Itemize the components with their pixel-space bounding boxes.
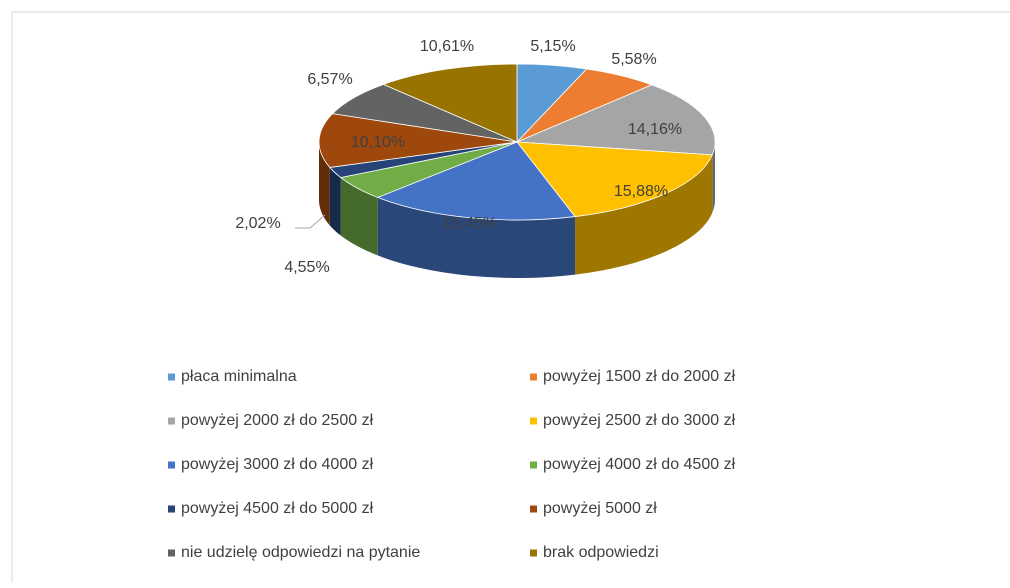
data-label: 14,16%	[628, 121, 682, 138]
data-label: 10,10%	[351, 134, 405, 151]
pie-side	[712, 142, 715, 213]
legend-label: brak odpowiedzi	[543, 544, 659, 561]
legend-label: powyżej 5000 zł	[543, 500, 657, 517]
chart-frame	[11, 11, 1010, 588]
pie-slice	[382, 63, 518, 143]
data-label: 15,88%	[614, 183, 668, 200]
legend-swatch	[530, 373, 537, 381]
pie-side	[319, 142, 330, 226]
legend-swatch	[168, 461, 175, 469]
legend-swatch	[530, 417, 537, 425]
legend-swatch	[168, 373, 175, 381]
data-label: 6,57%	[307, 71, 352, 88]
data-label: 10,61%	[420, 38, 474, 55]
legend-label: powyżej 4000 zł do 4500 zł	[543, 456, 736, 473]
legend-label: nie udzielę odpowiedzi na pytanie	[181, 544, 420, 561]
legend-label: powyżej 2500 zł do 3000 zł	[543, 412, 736, 429]
pie-slice	[318, 113, 518, 168]
pie-slice	[516, 84, 716, 156]
pie-side	[377, 197, 576, 279]
pie-slice	[376, 141, 576, 221]
legend-swatch	[168, 417, 175, 425]
legend-label: płaca minimalna	[181, 368, 297, 385]
pie-side	[575, 154, 713, 275]
legend-swatch	[168, 549, 175, 557]
legend-label: powyżej 2000 zł do 2500 zł	[181, 412, 374, 429]
legend-label: powyżej 1500 zł do 2000 zł	[543, 368, 736, 385]
leader-line	[295, 214, 326, 229]
legend-swatch	[168, 505, 175, 513]
legend-swatch	[530, 505, 537, 513]
legend-swatch	[530, 549, 537, 557]
legend-swatch	[530, 461, 537, 469]
data-label: 5,15%	[530, 38, 575, 55]
pie-side	[329, 167, 341, 236]
pie-slice	[516, 141, 713, 217]
data-label: 4,55%	[284, 259, 329, 276]
data-label: 15,45%	[443, 215, 497, 232]
legend-label: powyżej 3000 zł do 4000 zł	[181, 456, 374, 473]
data-label: 2,02%	[235, 215, 280, 232]
data-label: 5,58%	[611, 51, 656, 68]
legend-label: powyżej 4500 zł do 5000 zł	[181, 500, 374, 517]
pie-side	[340, 177, 378, 256]
